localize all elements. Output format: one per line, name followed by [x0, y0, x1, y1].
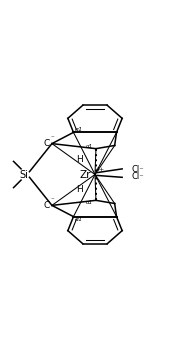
Text: ⁻: ⁻	[51, 198, 55, 203]
Text: Cl⁻: Cl⁻	[131, 172, 144, 181]
Text: ⁻: ⁻	[51, 136, 55, 142]
Text: C: C	[44, 139, 50, 148]
Text: α1: α1	[75, 127, 83, 132]
Text: Cl⁻: Cl⁻	[131, 165, 144, 174]
Text: α1: α1	[75, 217, 83, 222]
Text: H: H	[76, 155, 83, 164]
Text: 4+: 4+	[96, 167, 105, 172]
Text: α1: α1	[86, 200, 93, 205]
Text: Si: Si	[19, 170, 28, 179]
Text: C: C	[44, 201, 50, 210]
Text: H: H	[76, 185, 83, 194]
Text: α1: α1	[86, 144, 93, 149]
Text: Zr: Zr	[79, 170, 91, 179]
